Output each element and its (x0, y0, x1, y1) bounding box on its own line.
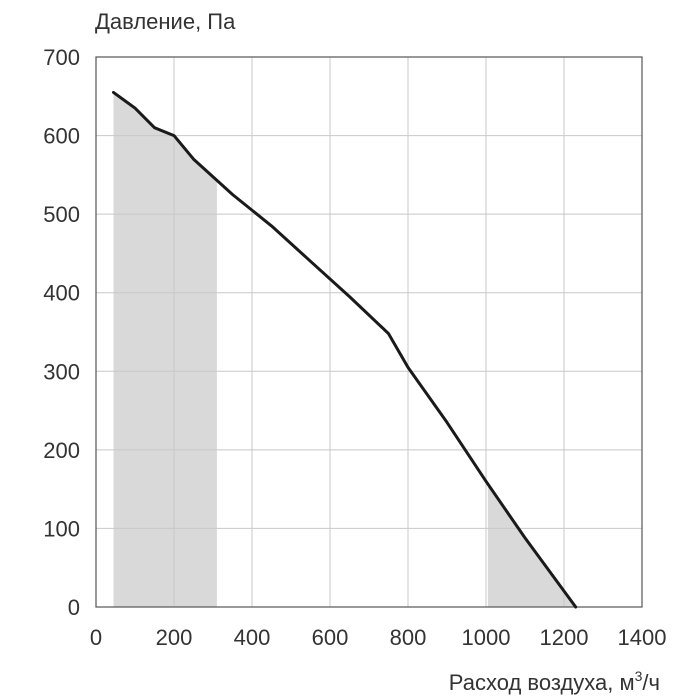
curve-layer (112, 90, 578, 609)
x-axis-title-text: Расход воздуха, м (449, 670, 635, 695)
y-tick-label-700: 700 (43, 45, 80, 70)
shaded-regions (113, 92, 576, 607)
y-tick-label-300: 300 (43, 359, 80, 384)
x-tick-label-200: 200 (156, 625, 193, 650)
x-tick-label-1000: 1000 (462, 625, 511, 650)
x-tick-label-600: 600 (312, 625, 349, 650)
x-axis-title: Расход воздуха, м3/ч (449, 668, 660, 695)
y-tick-label-200: 200 (43, 438, 80, 463)
x-tick-labels: 0 200 400 600 800 1000 1200 1400 (90, 625, 667, 650)
x-tick-label-1400: 1400 (618, 625, 667, 650)
x-tick-label-1200: 1200 (540, 625, 589, 650)
x-tick-label-800: 800 (390, 625, 427, 650)
y-tick-label-600: 600 (43, 124, 80, 149)
y-tick-label-500: 500 (43, 202, 80, 227)
grid (96, 57, 642, 607)
pressure-curve (112, 90, 578, 609)
x-axis-title-superscript: 3 (635, 668, 643, 684)
x-tick-label-400: 400 (234, 625, 271, 650)
y-tick-label-100: 100 (43, 516, 80, 541)
plot-frame (95, 56, 643, 608)
y-tick-label-400: 400 (43, 281, 80, 306)
y-tick-labels: 0 100 200 300 400 500 600 700 (43, 45, 80, 620)
shaded-region-2 (487, 484, 576, 607)
y-axis-title: Давление, Па (95, 9, 236, 34)
y-tick-label-0: 0 (68, 595, 80, 620)
x-tick-label-0: 0 (90, 625, 102, 650)
x-axis-title-suffix: /ч (642, 670, 660, 695)
shaded-region-1 (113, 92, 217, 607)
